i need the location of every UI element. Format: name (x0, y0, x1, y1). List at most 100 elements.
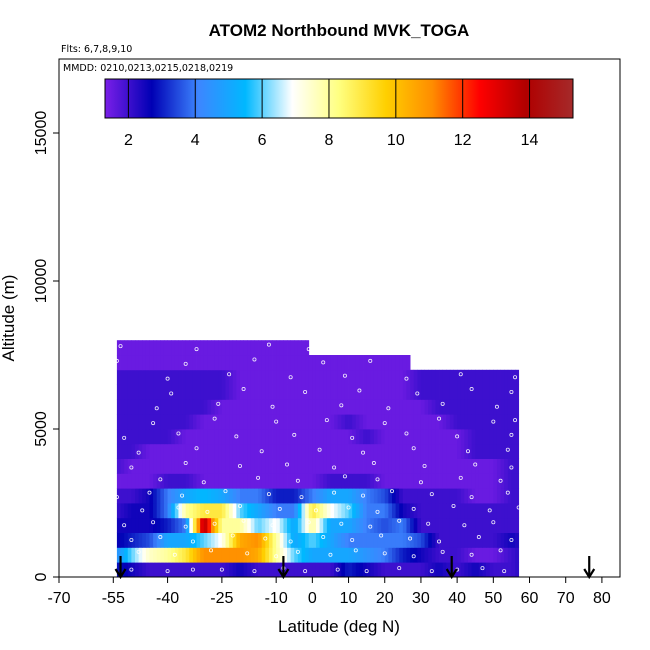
heatmap-cell (167, 399, 172, 415)
heatmap-cell (221, 355, 226, 371)
heatmap-cell (330, 399, 335, 415)
heatmap-cell (297, 429, 302, 445)
heatmap-cell (207, 443, 212, 459)
heatmap-cell (276, 340, 281, 356)
heatmap-cell (265, 458, 270, 474)
heatmap-cell (214, 488, 219, 504)
heatmap-cell (312, 562, 317, 577)
heatmap-cell (305, 458, 310, 474)
heatmap-cell (308, 369, 313, 385)
heatmap-cell (254, 340, 259, 356)
heatmap-cell (352, 355, 357, 371)
heatmap-cell (247, 517, 252, 533)
heatmap-cell (138, 355, 143, 371)
heatmap-cell (424, 443, 429, 459)
heatmap-cell (511, 488, 516, 504)
heatmap-cell (511, 384, 516, 400)
heatmap-cell (276, 517, 281, 533)
heatmap-cell (352, 458, 357, 474)
heatmap-cell (294, 547, 299, 563)
heatmap-cell (225, 414, 230, 430)
heatmap-cell (283, 369, 288, 385)
heatmap-cell (120, 443, 125, 459)
heatmap-cell (326, 399, 331, 415)
heatmap-cell (504, 429, 509, 445)
heatmap-cell (258, 369, 263, 385)
sample-point (357, 388, 362, 393)
heatmap-cell (431, 547, 436, 563)
sample-point (147, 490, 152, 495)
heatmap-cell (247, 384, 252, 400)
heatmap-cell (507, 443, 512, 459)
sample-point (241, 518, 246, 523)
heatmap-cell (254, 517, 259, 533)
heatmap-cell (160, 355, 165, 371)
sample-point (502, 569, 507, 574)
heatmap-cell (250, 458, 255, 474)
heatmap-cell (127, 443, 132, 459)
heatmap-cell (319, 384, 324, 400)
heatmap-cell (243, 340, 248, 356)
heatmap-cell (381, 488, 386, 504)
heatmap-cell (420, 399, 425, 415)
sample-point (346, 505, 351, 510)
heatmap-cell (341, 399, 346, 415)
heatmap-cell (334, 488, 339, 504)
heatmap-cell (453, 547, 458, 563)
heatmap-cell (131, 517, 136, 533)
heatmap-cell (182, 562, 187, 577)
heatmap-cell (145, 414, 150, 430)
heatmap-cell (359, 443, 364, 459)
heatmap-cell (290, 547, 295, 563)
heatmap-cell (348, 458, 353, 474)
heatmap-cell (395, 547, 400, 563)
heatmap-cell (276, 369, 281, 385)
sample-point (194, 347, 199, 352)
sample-point (85, 462, 90, 467)
heatmap-cell (381, 414, 386, 430)
sample-point (111, 373, 116, 378)
heatmap-cell (178, 458, 183, 474)
heatmap-cell (203, 458, 208, 474)
sample-point (234, 434, 239, 439)
heatmap-cell (449, 384, 454, 400)
heatmap-cell (287, 340, 292, 356)
heatmap-cell (225, 384, 230, 400)
heatmap-cell (370, 488, 375, 504)
heatmap-cell (457, 532, 462, 548)
heatmap-cell (417, 532, 422, 548)
heatmap-cell (225, 488, 230, 504)
heatmap-cell (214, 532, 219, 548)
heatmap-cell (344, 473, 349, 489)
sample-point (212, 521, 217, 526)
heatmap-cell (297, 503, 302, 519)
y-axis-label: Altitude (m) (0, 275, 18, 362)
sample-point (100, 533, 105, 538)
heatmap-cell (366, 429, 371, 445)
heatmap-cell (420, 473, 425, 489)
heatmap-cell (323, 369, 328, 385)
heatmap-cell (239, 532, 244, 548)
heatmap-cell (135, 547, 140, 563)
sample-point (67, 566, 72, 571)
heatmap-cell (254, 562, 259, 577)
heatmap-cell (464, 547, 469, 563)
heatmap-cell (200, 488, 205, 504)
heatmap-cell (402, 473, 407, 489)
heatmap-cell (229, 384, 234, 400)
heatmap-cell (142, 503, 147, 519)
heatmap-cell (250, 443, 255, 459)
heatmap-cell (388, 443, 393, 459)
heatmap-cell (424, 517, 429, 533)
sample-point (212, 416, 217, 421)
heatmap-cell (337, 503, 342, 519)
sample-point (172, 552, 177, 557)
heatmap-cell (305, 473, 310, 489)
heatmap-cell (163, 429, 168, 445)
heatmap-cell (232, 488, 237, 504)
heatmap-cell (370, 562, 375, 577)
heatmap-cell (153, 443, 158, 459)
heatmap-cell (189, 532, 194, 548)
heatmap-cell (363, 488, 368, 504)
heatmap-cell (276, 443, 281, 459)
